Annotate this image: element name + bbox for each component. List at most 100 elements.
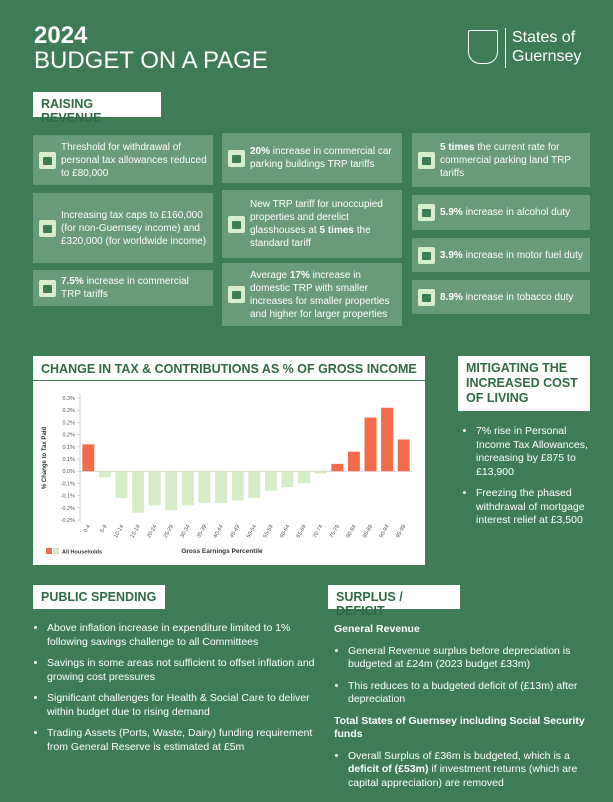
- bullet: General Revenue surplus before depreciat…: [348, 645, 591, 672]
- text: increase in domestic TRP with smaller in…: [250, 269, 390, 320]
- section-header: SURPLUS / DEFICIT: [328, 585, 460, 618]
- text: Threshold for withdrawal of personal tax…: [61, 141, 207, 179]
- x-tick-label: 95-99: [395, 524, 407, 539]
- bullet: Trading Assets (Ports, Waste, Dairy) fun…: [47, 727, 315, 754]
- bar: [314, 471, 327, 474]
- x-tick-label: 45-49: [229, 524, 241, 539]
- bar: [281, 471, 294, 488]
- bold-text: 5.9%: [440, 207, 463, 218]
- bullet: 7% rise in Personal Income Tax Allowance…: [476, 425, 596, 479]
- bold-text: 3.9%: [440, 249, 463, 261]
- bold-text: 5 times: [319, 225, 354, 236]
- x-tick-label: 35-39: [196, 524, 208, 539]
- bar: [331, 463, 344, 472]
- text: increase in tobacco duty: [462, 291, 574, 303]
- bar: [215, 471, 228, 503]
- text: Increasing tax caps to £160,000 (for non…: [61, 209, 207, 247]
- bar: [264, 471, 277, 491]
- x-tick-label: 25-29: [163, 524, 175, 539]
- icon: [418, 151, 435, 169]
- item-text: 5.9% increase in alcohol duty: [440, 206, 570, 219]
- text: increase in alcohol duty: [462, 207, 571, 218]
- item-text: 7.5% increase in commercial TRP tariffs: [61, 275, 207, 301]
- bullet-list: Above inflation increase in expenditure …: [33, 622, 315, 762]
- revenue-item: 7.5% increase in commercial TRP tariffs: [33, 270, 213, 306]
- bar: [397, 439, 410, 472]
- bullet: Savings in some areas not sufficient to …: [47, 657, 315, 684]
- page-title: BUDGET ON A PAGE: [34, 47, 268, 74]
- legend-swatch: [46, 548, 52, 554]
- section-header: RAISING REVENUE: [33, 92, 161, 125]
- text: New TRP tariff for unoccupied properties…: [250, 199, 383, 236]
- bold-text: deficit of (£53m): [348, 763, 429, 775]
- x-tick-label: 40-44: [213, 524, 225, 539]
- chart-title: CHANGE IN TAX & CONTRIBUTIONS AS % OF GR…: [33, 357, 425, 381]
- y-tick-label: -0.1%: [61, 481, 75, 487]
- text: increase in motor fuel duty: [462, 249, 583, 261]
- item-text: 5 times the current rate for commercial …: [440, 141, 584, 180]
- x-tick-label: 15-19: [130, 524, 142, 539]
- bullet: Overall Surplus of £36m is budgeted, whi…: [348, 750, 591, 791]
- bullet: Above inflation increase in expenditure …: [47, 622, 315, 649]
- x-tick-label: 30-34: [179, 524, 191, 539]
- x-tick-label: 20-24: [146, 524, 158, 539]
- surplus-content: General Revenue General Revenue surplus b…: [334, 623, 591, 798]
- bar: [248, 471, 261, 499]
- logo-line: Guernsey: [512, 48, 582, 65]
- revenue-item: 5 times the current rate for commercial …: [412, 133, 590, 187]
- revenue-item: Threshold for withdrawal of personal tax…: [33, 135, 213, 185]
- icon: [418, 288, 435, 306]
- subheading: Total States of Guernsey including Socia…: [334, 714, 585, 741]
- text: Average: [250, 269, 290, 281]
- bar: [98, 471, 111, 478]
- y-tick-label: -0.2%: [61, 518, 75, 524]
- x-tick-label: 50-54: [246, 524, 258, 539]
- bold-text: 17%: [289, 269, 310, 281]
- text: Overall Surplus of £36m is budgeted, whi…: [348, 749, 570, 762]
- logo-crest: [468, 30, 498, 64]
- legend-label: All Households: [62, 550, 102, 556]
- text: the current rate for commercial parking …: [440, 141, 571, 179]
- bar: [347, 451, 360, 472]
- logo-text: States of Guernsey: [505, 28, 581, 68]
- y-tick-label: -0.1%: [61, 494, 75, 500]
- x-tick-label: 80-84: [345, 524, 357, 539]
- icon: [39, 219, 56, 237]
- bar: [181, 471, 194, 506]
- text: General Revenue surplus before depreciat…: [348, 644, 571, 671]
- bold-text: 8.9%: [440, 291, 463, 303]
- bar: [381, 407, 394, 472]
- y-tick-label: 0.1%: [62, 445, 75, 451]
- text: the standard tariff: [250, 225, 371, 249]
- item-text: New TRP tariff for unoccupied properties…: [250, 198, 396, 250]
- x-tick-label: 65-69: [296, 524, 308, 539]
- icon: [228, 286, 245, 303]
- revenue-item: New TRP tariff for unoccupied properties…: [222, 190, 402, 258]
- revenue-item: Increasing tax caps to £160,000 (for non…: [33, 193, 213, 263]
- item-text: 8.9% increase in tobacco duty: [440, 291, 573, 304]
- y-tick-label: 0.3%: [62, 396, 75, 402]
- y-tick-label: 0.0%: [62, 469, 75, 475]
- x-tick-label: 60-64: [279, 524, 291, 539]
- bar: [82, 444, 95, 472]
- x-tick-label: 70-74: [312, 524, 324, 539]
- item-text: 3.9% increase in motor fuel duty: [440, 249, 583, 262]
- bullet-list: General Revenue surplus before depreciat…: [336, 645, 591, 707]
- bold-text: 7.5%: [61, 276, 84, 287]
- icon: [228, 149, 245, 167]
- item-text: 20% increase in commercial car parking b…: [250, 145, 396, 171]
- subheading: General Revenue: [334, 623, 420, 635]
- item-text: Increasing tax caps to £160,000 (for non…: [61, 209, 207, 248]
- revenue-item: 20% increase in commercial car parking b…: [222, 133, 402, 183]
- section-header: MITIGATING THE INCREASED COST OF LIVING: [458, 356, 590, 411]
- bar: [198, 471, 211, 503]
- bullet-list: 7% rise in Personal Income Tax Allowance…: [462, 425, 596, 536]
- x-tick-label: 75-79: [329, 524, 341, 539]
- text: if investment returns (which are capital…: [348, 763, 578, 789]
- text: increase in commercial TRP tariffs: [61, 276, 189, 300]
- text: increase in commercial car parking build…: [250, 146, 392, 170]
- bold-text: 5 times: [440, 141, 475, 153]
- y-tick-label: 0.2%: [62, 420, 75, 426]
